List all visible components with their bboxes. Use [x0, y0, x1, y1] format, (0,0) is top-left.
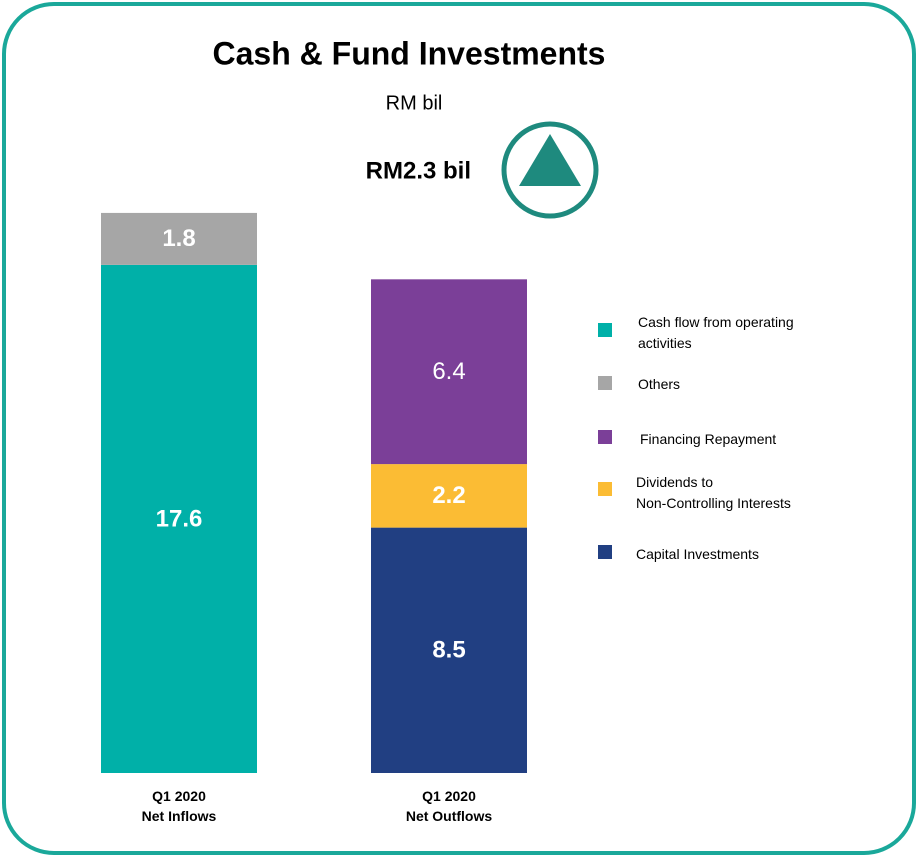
data-label: 6.4 [432, 358, 465, 385]
data-label: 2.2 [432, 482, 465, 509]
bar-segment [101, 212, 257, 265]
legend-swatch [598, 323, 612, 337]
bar-segment [101, 264, 257, 773]
legend-swatch [598, 376, 612, 390]
x-tick-label: Q1 2020 Net Outflows [405, 788, 493, 824]
data-label: 8.5 [432, 637, 465, 664]
chart-subtitle: RM bil [386, 92, 443, 114]
legend-label: Capital Investments [636, 546, 759, 562]
chart-title: Cash & Fund Investments [213, 35, 606, 71]
data-label: 17.6 [156, 505, 203, 532]
bar-segment [371, 464, 527, 528]
bar-segment [371, 279, 527, 465]
indicator-circle [501, 121, 599, 219]
legend-label: Dividends to Non-Controlling Interests [636, 474, 791, 511]
data-label: 1.8 [162, 225, 195, 252]
legend-swatch [598, 482, 612, 496]
legend-label: Cash flow from operating activities [638, 314, 794, 351]
bar-segment [371, 527, 527, 773]
legend-label: Others [638, 376, 681, 392]
legend-label: Financing Repayment [640, 431, 777, 447]
annotation: RM2.3 bil [366, 157, 471, 184]
legend-swatch [598, 545, 612, 559]
x-tick-label: Q1 2020 Net Inflows [141, 788, 217, 824]
legend-swatch [598, 430, 612, 444]
up-triangle [519, 134, 581, 186]
